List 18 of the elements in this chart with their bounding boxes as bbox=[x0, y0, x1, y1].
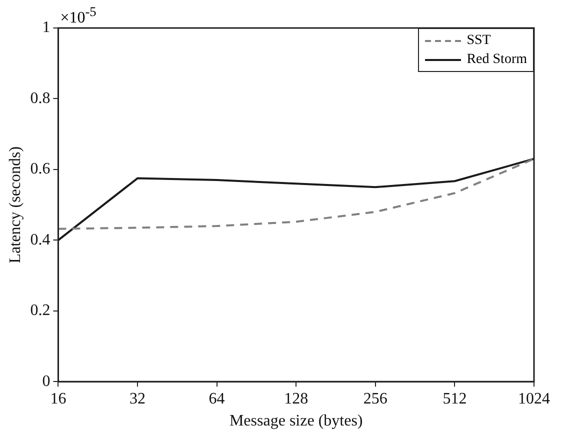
legend-label: SST bbox=[466, 32, 491, 48]
x-tick-label: 64 bbox=[208, 390, 225, 408]
y-tick-label: 0.4 bbox=[30, 231, 50, 248]
y-axis-title: Latency (seconds) bbox=[6, 146, 24, 264]
x-tick-label: 256 bbox=[363, 390, 388, 408]
text: ×10$^{-5}$ bbox=[60, 4, 96, 28]
x-tick-label: 1024 bbox=[518, 390, 550, 408]
y-tick-label: 1 bbox=[42, 19, 50, 36]
legend-label: Red Storm bbox=[466, 52, 527, 68]
x-tick-label: 32 bbox=[130, 390, 146, 408]
y-tick-label: 0 bbox=[42, 372, 50, 390]
y-tick-label: 0.8 bbox=[30, 90, 50, 107]
y-tick-label: 0.6 bbox=[30, 160, 50, 178]
x-tick-label: 16 bbox=[50, 390, 66, 408]
x-tick-label: 512 bbox=[442, 390, 467, 408]
x-tick-label: 128 bbox=[284, 390, 308, 408]
x-axis-title: Message size (bytes) bbox=[229, 412, 363, 430]
y-tick-label: 0.2 bbox=[30, 302, 50, 320]
